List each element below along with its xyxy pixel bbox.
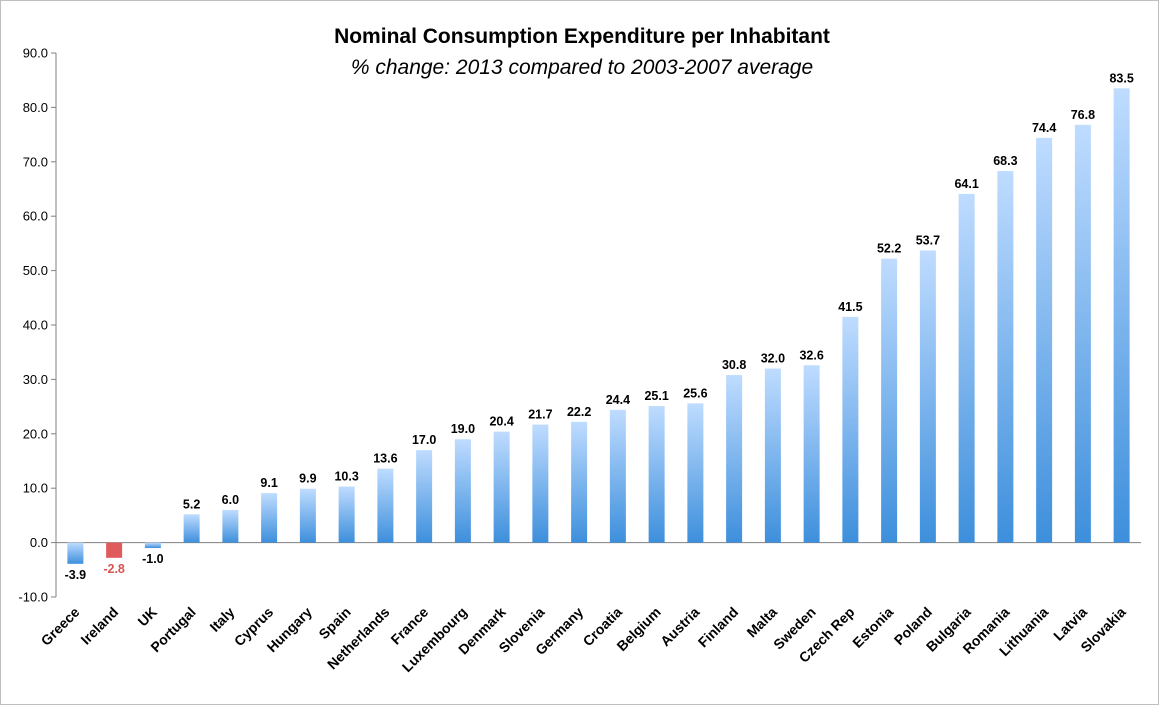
bar-series — [67, 88, 1130, 564]
y-tick-label: 40.0 — [23, 318, 48, 333]
data-label: 13.6 — [373, 452, 397, 466]
bar-estonia — [881, 258, 898, 543]
chart-title: Nominal Consumption Expenditure per Inha… — [334, 25, 830, 48]
data-label: 19.0 — [451, 422, 475, 436]
bar-france — [416, 450, 433, 543]
x-tick-label: Greece — [38, 604, 83, 649]
y-axis: -10.0 0.0 10.0 20.0 30.0 40.0 50.0 60.0 70.0 80.0… — [18, 46, 57, 605]
x-tick-label: UK — [134, 604, 160, 630]
bar-croatia — [609, 409, 626, 543]
bar-netherlands — [377, 468, 394, 543]
data-label: 6.0 — [222, 493, 239, 507]
data-label: -2.8 — [103, 562, 125, 576]
bar-austria — [687, 403, 704, 543]
bar-latvia — [1074, 124, 1091, 543]
bar-slovenia — [532, 424, 549, 543]
y-tick-label: 70.0 — [23, 154, 48, 169]
y-tick-label: 90.0 — [23, 46, 48, 61]
data-label: 76.8 — [1071, 108, 1095, 122]
data-label: 52.2 — [877, 242, 901, 256]
data-labels: -3.9 -2.8 -1.0 5.2 6.0 9.1 9.9 10.3 13.6 17.0 19.0… — [65, 71, 1134, 581]
x-tick-label: Estonia — [849, 604, 896, 651]
bar-greece — [67, 542, 84, 564]
bar-slovakia — [1113, 88, 1130, 543]
data-label: 32.6 — [799, 348, 823, 362]
data-label: -3.9 — [65, 568, 87, 582]
data-label: 5.2 — [183, 497, 200, 511]
data-label: 9.9 — [299, 472, 316, 486]
bar-belgium — [648, 406, 665, 543]
bar-bulgaria — [958, 193, 975, 543]
y-tick-label: 10.0 — [23, 481, 48, 496]
data-label: 83.5 — [1109, 71, 1133, 85]
bar-romania — [997, 171, 1014, 543]
y-tick-label: 30.0 — [23, 372, 48, 387]
data-label: 10.3 — [334, 470, 358, 484]
x-tick-label: Austria — [657, 604, 703, 650]
x-tick-label: Italy — [206, 604, 237, 635]
data-label: 30.8 — [722, 358, 746, 372]
bar-malta — [764, 368, 781, 543]
data-label: 21.7 — [528, 408, 552, 422]
data-label: -1.0 — [142, 552, 164, 566]
data-label: 64.1 — [954, 177, 978, 191]
bar-czech-rep — [842, 316, 859, 543]
y-tick-label: 0.0 — [30, 535, 48, 550]
data-label: 20.4 — [489, 415, 513, 429]
data-label: 17.0 — [412, 433, 436, 447]
y-tick-label: 60.0 — [23, 209, 48, 224]
bar-hungary — [299, 488, 316, 543]
data-label: 68.3 — [993, 154, 1017, 168]
data-label: 74.4 — [1032, 121, 1056, 135]
bar-lithuania — [1036, 137, 1053, 543]
bar-ireland — [106, 542, 123, 558]
x-tick-label: Finland — [695, 604, 742, 651]
bar-denmark — [493, 431, 510, 543]
data-label: 25.1 — [644, 389, 668, 403]
bar-luxembourg — [454, 439, 471, 543]
y-tick-label: 80.0 — [23, 100, 48, 115]
data-label: 24.4 — [606, 393, 630, 407]
data-label: 41.5 — [838, 300, 862, 314]
bar-sweden — [803, 365, 820, 543]
bar-poland — [919, 250, 936, 543]
data-label: 53.7 — [916, 233, 940, 247]
x-tick-label: Ireland — [77, 604, 121, 648]
data-label: 22.2 — [567, 405, 591, 419]
data-label: 32.0 — [761, 352, 785, 366]
y-tick-label: 50.0 — [23, 263, 48, 278]
y-tick-label: 20.0 — [23, 426, 48, 441]
chart-subtitle: % change: 2013 compared to 2003-2007 ave… — [351, 56, 813, 79]
bar-germany — [571, 421, 588, 543]
x-tick-label: Malta — [743, 604, 780, 641]
bar-uk — [144, 542, 161, 549]
bar-finland — [726, 375, 743, 543]
bar-spain — [338, 486, 355, 543]
data-label: 9.1 — [260, 476, 277, 490]
bar-italy — [222, 509, 239, 543]
y-tick-label: -10.0 — [18, 590, 48, 605]
bar-portugal — [183, 514, 200, 543]
bar-cyprus — [261, 493, 278, 543]
data-label: 25.6 — [683, 386, 707, 400]
